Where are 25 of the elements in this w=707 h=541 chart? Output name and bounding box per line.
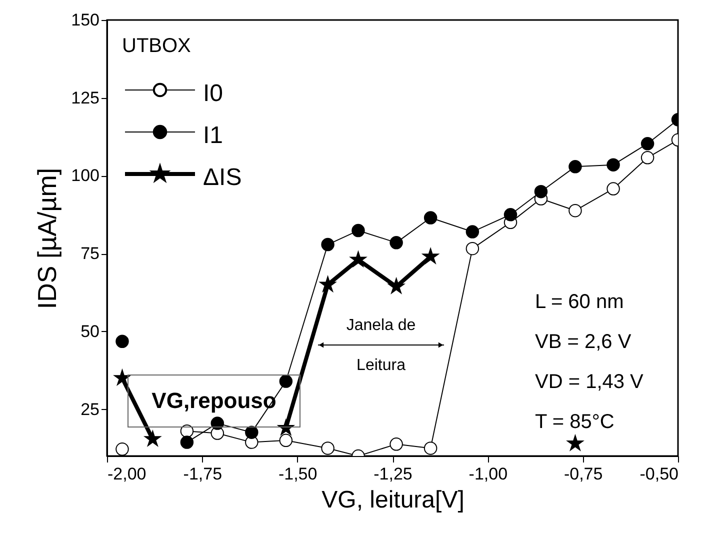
- y-tick-label: 25: [80, 400, 100, 419]
- legend-label: I0: [203, 80, 224, 107]
- x-tick-label: -1,50: [278, 464, 318, 484]
- x-axis-title: VG, leitura[V]: [322, 486, 464, 514]
- y-tick-label: 100: [71, 166, 100, 186]
- annotation: VD = 1,43 V: [535, 371, 644, 393]
- x-tick-label: -0,75: [564, 464, 603, 484]
- y-axis-title: IDS [µA/µm]: [32, 168, 62, 310]
- annotation: L = 60 nm: [535, 291, 624, 313]
- annotation: VB = 2,6 V: [535, 331, 632, 353]
- legend-label: I1: [203, 122, 224, 149]
- x-tick-label: -0,50: [640, 464, 678, 484]
- annotation: Janela de: [346, 317, 416, 334]
- y-tick-label: 125: [71, 88, 100, 108]
- annotation: UTBOX: [122, 35, 191, 57]
- x-tick-label: -1,00: [468, 464, 508, 484]
- x-tick-label: -1,75: [183, 464, 222, 484]
- y-tick-label: 150: [71, 10, 100, 30]
- annotation: T = 85°C: [535, 411, 614, 433]
- y-tick-label: 75: [80, 244, 100, 264]
- legend-label: ΔIS: [203, 164, 242, 191]
- y-tick-label: 50: [80, 322, 100, 341]
- annotation: Leitura: [356, 357, 406, 374]
- x-tick-label: -1,25: [374, 464, 412, 484]
- x-tick-label: -2,00: [108, 464, 146, 484]
